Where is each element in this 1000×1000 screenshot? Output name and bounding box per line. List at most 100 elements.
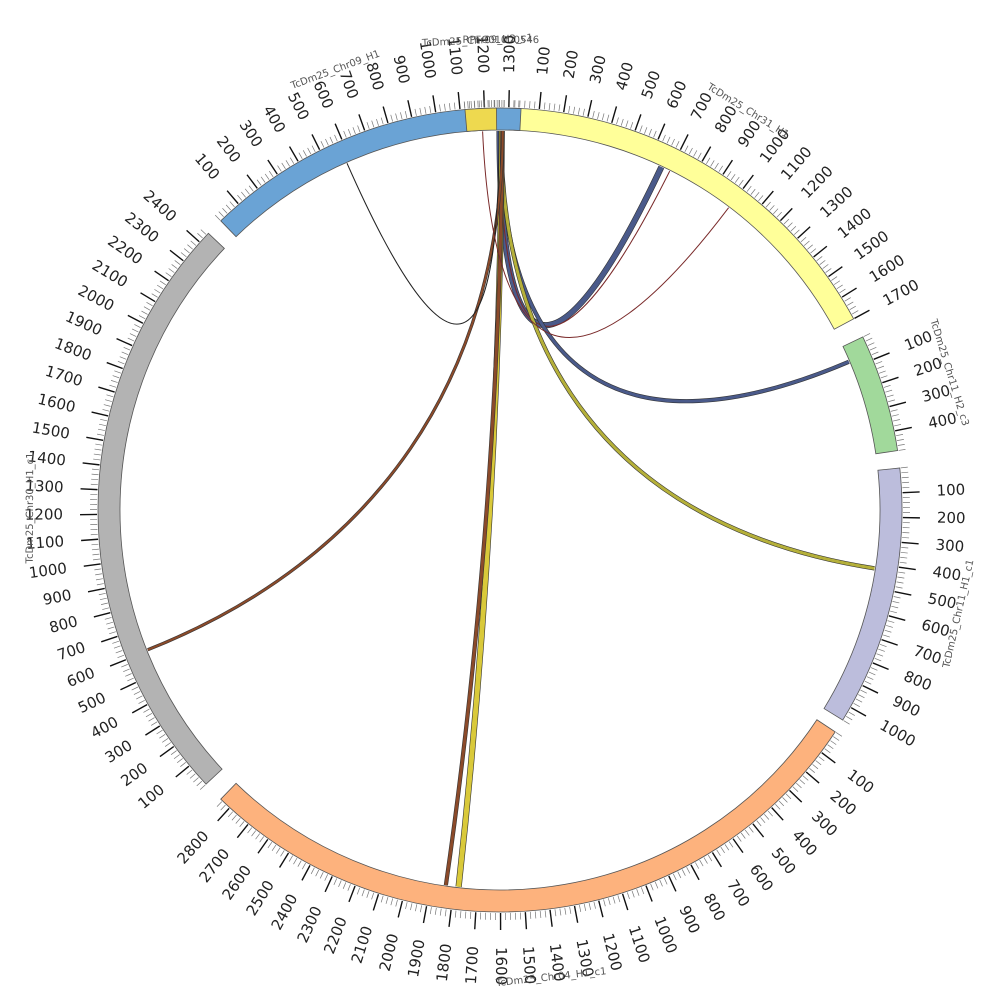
tick-label: 300 — [102, 736, 136, 767]
major-tick — [668, 875, 677, 892]
minor-tick — [289, 157, 295, 164]
tick-label: 500 — [768, 844, 800, 878]
segment-name-top1: TcDm25_Chr09_H2_c1 — [421, 33, 533, 49]
tick-label: 700 — [55, 638, 88, 664]
minor-tick — [831, 276, 838, 281]
major-tick — [358, 114, 366, 131]
minor-tick — [855, 698, 863, 703]
minor-tick — [429, 106, 432, 114]
minor-tick — [95, 573, 103, 576]
minor-tick — [776, 211, 782, 218]
minor-tick — [110, 380, 118, 383]
minor-tick — [405, 902, 408, 910]
minor-tick — [606, 114, 610, 122]
minor-tick — [404, 111, 408, 118]
major-tick — [82, 462, 100, 466]
minor-tick — [898, 571, 906, 574]
tick-label: 100 — [936, 481, 965, 500]
minor-tick — [625, 120, 629, 128]
tick-label: 1300 — [25, 476, 64, 496]
minor-tick — [414, 108, 417, 116]
major-tick — [711, 852, 723, 868]
minor-tick — [588, 902, 591, 910]
minor-tick — [796, 782, 802, 789]
tick-label: 2200 — [320, 914, 351, 956]
minor-tick — [112, 640, 120, 644]
minor-tick — [631, 890, 635, 898]
minor-tick — [724, 844, 730, 851]
minor-tick — [251, 830, 257, 837]
minor-tick — [100, 602, 108, 605]
minor-tick — [156, 729, 163, 735]
tick-label: 700 — [911, 642, 944, 668]
minor-tick — [109, 384, 117, 388]
minor-tick — [324, 874, 329, 881]
minor-tick — [123, 347, 131, 351]
segments-layer — [97, 107, 903, 913]
minor-tick — [449, 103, 451, 111]
major-tick — [186, 229, 200, 243]
minor-tick — [105, 399, 112, 402]
minor-tick — [131, 686, 139, 691]
tick-label: 1700 — [462, 946, 482, 985]
minor-tick — [123, 668, 130, 673]
minor-tick — [592, 110, 595, 118]
minor-tick — [787, 222, 793, 228]
minor-tick — [816, 256, 823, 262]
minor-tick — [298, 152, 303, 159]
minor-tick — [307, 147, 312, 155]
minor-tick — [419, 107, 422, 115]
tick-label: 600 — [746, 861, 777, 895]
minor-tick — [877, 365, 885, 369]
minor-tick — [366, 122, 370, 129]
tick-label: 100 — [902, 327, 935, 354]
minor-tick — [225, 204, 232, 211]
minor-tick — [222, 207, 228, 214]
minor-tick — [554, 909, 557, 917]
minor-tick — [858, 694, 865, 699]
major-tick — [93, 611, 111, 618]
minor-tick — [165, 272, 172, 277]
minor-tick — [666, 136, 671, 144]
minor-tick — [168, 268, 175, 273]
link-top2-chr04 — [444, 130, 504, 886]
minor-tick — [218, 211, 224, 217]
minor-tick — [803, 240, 810, 246]
tick-label: 900 — [675, 903, 703, 937]
minor-tick — [439, 908, 442, 916]
minor-tick — [802, 775, 809, 781]
minor-tick — [750, 188, 756, 195]
tick-label: 200 — [117, 759, 151, 790]
minor-tick — [293, 857, 298, 865]
minor-tick — [783, 218, 790, 225]
major-tick — [288, 146, 299, 162]
minor-tick — [767, 810, 773, 817]
minor-tick — [876, 653, 884, 657]
minor-tick — [106, 394, 114, 398]
minor-tick — [853, 703, 860, 708]
major-tick — [779, 207, 793, 222]
minor-tick — [582, 108, 585, 116]
minor-tick — [93, 458, 101, 461]
segment-chr11h1 — [823, 467, 903, 721]
minor-tick — [886, 394, 894, 398]
minor-tick — [95, 578, 103, 581]
minor-tick — [171, 264, 178, 269]
minor-tick — [170, 750, 177, 755]
tick-label: 1700 — [43, 362, 85, 390]
minor-tick — [138, 699, 145, 704]
minor-tick — [361, 889, 365, 897]
major-tick — [805, 771, 820, 784]
minor-tick — [115, 650, 123, 654]
minor-tick — [325, 138, 329, 146]
major-tick — [120, 681, 137, 691]
minor-tick — [241, 191, 246, 198]
tick-label: 1800 — [433, 943, 456, 983]
major-tick — [841, 287, 857, 298]
minor-tick — [151, 293, 158, 298]
minor-tick — [319, 872, 324, 879]
major-tick — [100, 635, 118, 643]
minor-tick — [686, 867, 691, 874]
minor-tick — [891, 605, 899, 609]
minor-tick — [259, 836, 265, 843]
